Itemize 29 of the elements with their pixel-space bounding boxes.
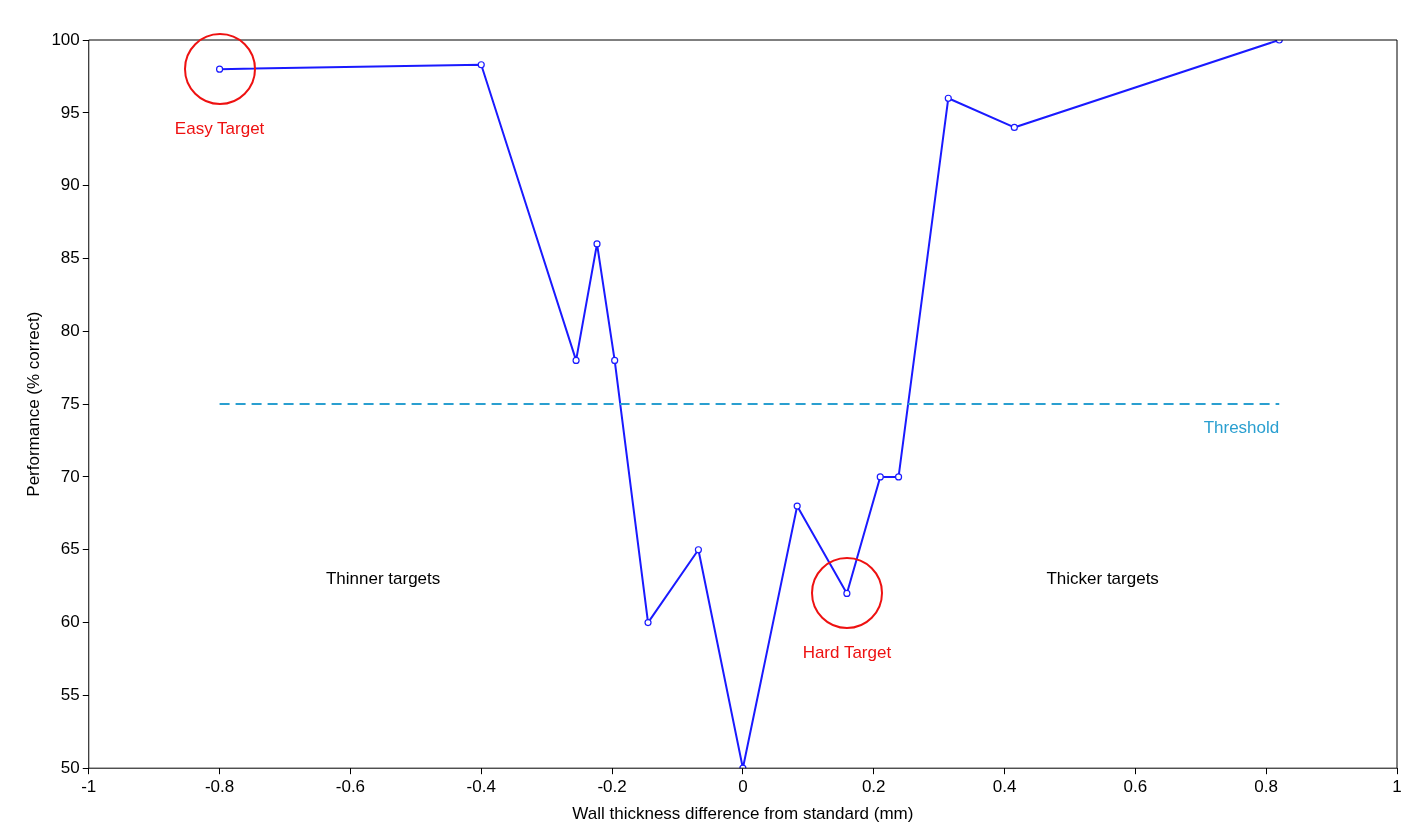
y-tick-label: 100	[51, 29, 80, 49]
x-axis-title: Wall thickness difference from standard (mm)	[572, 804, 914, 824]
y-axis-title: Performance (% correct)	[23, 311, 43, 497]
y-tick-label: 85	[60, 248, 80, 268]
x-tick-label: 0.8	[1254, 777, 1278, 797]
annotation: Thicker targets	[1046, 568, 1159, 588]
x-tick-label: 0	[738, 777, 748, 797]
y-tick-label: 95	[60, 102, 80, 122]
y-tick-label: 60	[60, 612, 80, 632]
y-tick-label: 55	[60, 685, 80, 705]
annotation: Hard Target	[802, 643, 892, 663]
y-tick-label: 75	[60, 393, 80, 413]
y-tick-label: 70	[60, 466, 80, 486]
annotation: Easy Target	[174, 118, 265, 138]
y-tick-label: 90	[60, 175, 80, 195]
y-tick-label: 80	[60, 320, 80, 340]
y-tick-label: 50	[60, 757, 80, 777]
x-tick-label: 0.4	[992, 777, 1017, 797]
x-tick-label: -1	[81, 777, 97, 797]
x-tick-label: -0.2	[597, 777, 627, 797]
x-tick-label: 0.6	[1123, 777, 1148, 797]
x-tick-label: -0.6	[335, 777, 366, 797]
x-tick-label: -0.8	[204, 777, 235, 797]
ref-line-label: Threshold	[1203, 418, 1280, 438]
x-tick-label: 0.2	[861, 777, 886, 797]
x-tick-label: -0.4	[466, 777, 496, 797]
x-tick-label: 1	[1392, 777, 1402, 797]
y-tick-label: 65	[60, 539, 80, 559]
annotation: Thinner targets	[325, 568, 441, 588]
